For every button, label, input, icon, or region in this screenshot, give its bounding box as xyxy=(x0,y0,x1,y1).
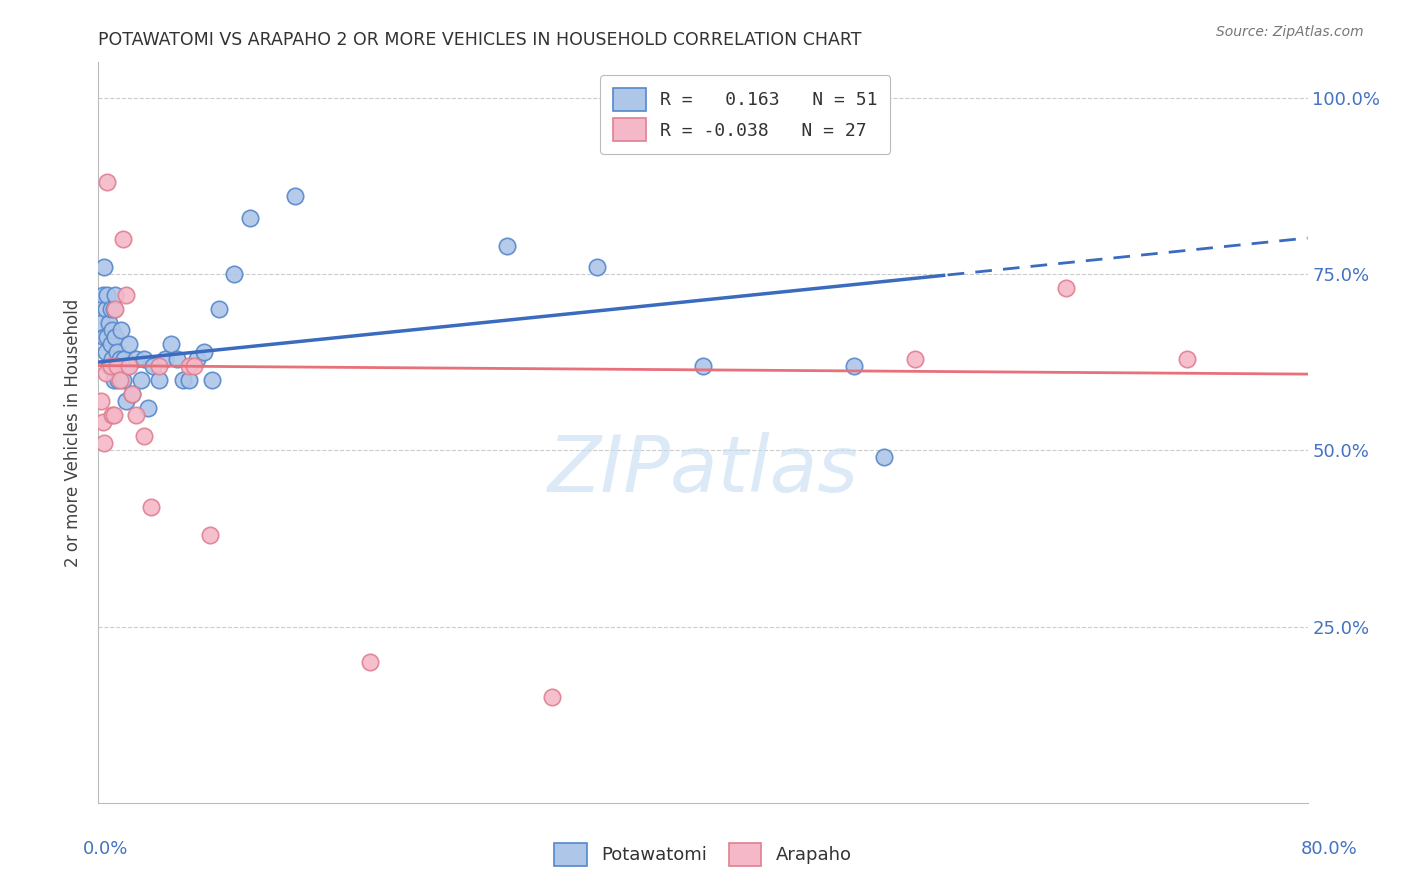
Point xyxy=(90,316,112,330)
Point xyxy=(129,373,152,387)
Point xyxy=(105,359,128,373)
Point xyxy=(114,288,136,302)
Point xyxy=(103,373,125,387)
Point xyxy=(121,387,143,401)
Point xyxy=(107,373,129,387)
Point xyxy=(115,359,138,373)
Point xyxy=(904,351,927,366)
Point xyxy=(96,175,118,189)
Point xyxy=(153,351,176,366)
Legend: Potawatomi, Arapaho: Potawatomi, Arapaho xyxy=(546,834,860,875)
Point xyxy=(94,302,117,317)
Point xyxy=(224,267,246,281)
Point xyxy=(103,302,125,317)
Point xyxy=(148,373,170,387)
Point xyxy=(93,260,115,274)
Point xyxy=(201,373,224,387)
Point xyxy=(844,359,866,373)
Point xyxy=(101,351,124,366)
Point xyxy=(142,359,165,373)
Point xyxy=(100,359,122,373)
Point xyxy=(98,316,121,330)
Point xyxy=(104,330,127,344)
Point xyxy=(118,359,141,373)
Text: ZIPatlas: ZIPatlas xyxy=(547,432,859,508)
Point xyxy=(166,351,188,366)
Point xyxy=(93,436,115,450)
Point xyxy=(121,387,143,401)
Point xyxy=(93,330,115,344)
Point xyxy=(132,429,155,443)
Point xyxy=(873,450,896,465)
Point xyxy=(360,655,382,669)
Point xyxy=(160,337,183,351)
Point xyxy=(101,323,124,337)
Point xyxy=(284,189,307,203)
Point xyxy=(103,408,125,422)
Point xyxy=(100,302,122,317)
Point xyxy=(104,302,127,317)
Point xyxy=(112,351,135,366)
Point xyxy=(586,260,609,274)
Point xyxy=(179,359,201,373)
Point xyxy=(96,288,118,302)
Point xyxy=(183,359,205,373)
Point xyxy=(1054,281,1077,295)
Point xyxy=(193,344,215,359)
Point xyxy=(108,373,131,387)
Point xyxy=(136,401,159,415)
Point xyxy=(94,366,117,380)
Point xyxy=(108,351,131,366)
Point xyxy=(125,408,148,422)
Point xyxy=(110,323,132,337)
Point xyxy=(125,351,148,366)
Point xyxy=(239,211,262,225)
Text: 0.0%: 0.0% xyxy=(83,840,128,858)
Point xyxy=(105,344,128,359)
Point xyxy=(90,393,112,408)
Point xyxy=(172,373,194,387)
Point xyxy=(1175,351,1198,366)
Point xyxy=(179,373,201,387)
Text: POTAWATOMI VS ARAPAHO 2 OR MORE VEHICLES IN HOUSEHOLD CORRELATION CHART: POTAWATOMI VS ARAPAHO 2 OR MORE VEHICLES… xyxy=(98,31,862,49)
Text: 80.0%: 80.0% xyxy=(1301,840,1357,858)
Point xyxy=(208,302,231,317)
Point xyxy=(91,415,114,429)
Point xyxy=(98,359,121,373)
Point xyxy=(111,373,134,387)
Point xyxy=(118,337,141,351)
Point xyxy=(132,351,155,366)
Point xyxy=(96,330,118,344)
Point xyxy=(94,344,117,359)
Point xyxy=(100,337,122,351)
Point xyxy=(104,288,127,302)
Point xyxy=(692,359,714,373)
Point xyxy=(186,351,208,366)
Point xyxy=(114,393,136,408)
Point xyxy=(200,528,222,542)
Point xyxy=(141,500,163,514)
Y-axis label: 2 or more Vehicles in Household: 2 or more Vehicles in Household xyxy=(65,299,83,566)
Text: Source: ZipAtlas.com: Source: ZipAtlas.com xyxy=(1216,25,1364,39)
Point xyxy=(540,690,562,704)
Point xyxy=(495,239,517,253)
Point xyxy=(148,359,170,373)
Point xyxy=(111,232,134,246)
Point xyxy=(91,288,114,302)
Point xyxy=(101,408,124,422)
